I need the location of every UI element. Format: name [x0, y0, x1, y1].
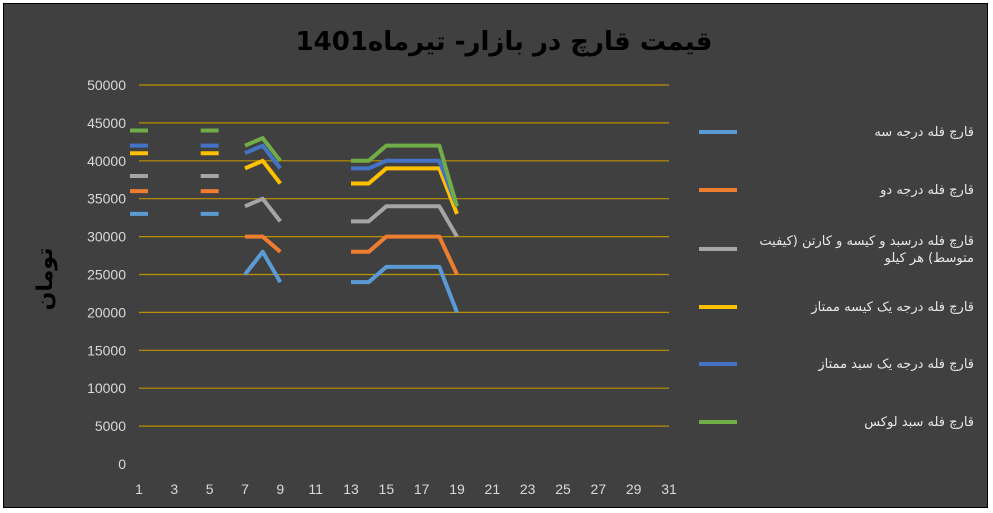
- y-axis-label: تومان: [33, 248, 58, 311]
- x-tick-label: 19: [449, 481, 465, 497]
- series-line: [243, 249, 283, 284]
- series-lines: [130, 128, 459, 314]
- legend-label: قارچ فله درجه یک سبد ممتاز: [817, 357, 974, 372]
- y-tick-label: 15000: [87, 342, 126, 358]
- series-line: [244, 136, 282, 163]
- x-tick-label: 29: [626, 481, 642, 497]
- line-chart: قیمت قارچ در بازار- تیرماه1401 تومان 050…: [33, 27, 974, 497]
- series-1: [130, 211, 459, 314]
- series-2: [130, 189, 459, 276]
- legend-label: قارچ فله درجه سه: [874, 125, 974, 140]
- chart-title: قیمت قارچ در بازار- تیرماه1401: [296, 27, 713, 57]
- x-tick-label: 1: [135, 481, 143, 497]
- series-line: [245, 234, 282, 254]
- x-tick-label: 11: [308, 481, 323, 497]
- series-line: [351, 143, 459, 207]
- series-line: [244, 196, 282, 223]
- x-tick-label: 23: [520, 481, 536, 497]
- series-line: [351, 166, 459, 215]
- legend-label: قارچ فله درجه دو: [879, 183, 974, 198]
- x-tick-label: 9: [276, 481, 284, 497]
- x-tick-label: 31: [661, 481, 677, 497]
- y-tick-label: 50000: [87, 77, 126, 93]
- legend-label: قارچ فله درجه یک کیسه ممتاز: [810, 300, 974, 315]
- series-line: [351, 204, 459, 238]
- x-tick-label: 21: [485, 481, 501, 497]
- x-tick-label: 17: [414, 481, 430, 497]
- x-tick-label: 25: [555, 481, 571, 497]
- legend-label: قارچ فله درسبد و کیسه و کارتن (کیفیت متوس…: [759, 234, 974, 266]
- y-tick-label: 5000: [95, 418, 126, 434]
- x-tick-label: 27: [591, 481, 607, 497]
- series-line: [244, 158, 282, 185]
- y-tick-label: 20000: [87, 304, 126, 320]
- y-tick-label: 25000: [87, 267, 126, 283]
- y-tick-label: 40000: [87, 153, 126, 169]
- y-tick-label: 35000: [87, 191, 126, 207]
- legend-label: قارچ فله سبد لوکس: [864, 415, 974, 430]
- x-tick-label: 13: [343, 481, 359, 497]
- y-axis-ticks: 0 5000 10000 15000 20000 25000 30000 35000 40000…: [87, 77, 126, 472]
- x-tick-label: 7: [241, 481, 249, 497]
- y-tick-label: 30000: [87, 229, 126, 245]
- series-4: [130, 151, 459, 215]
- y-tick-label: 45000: [87, 115, 126, 131]
- series-line: [351, 158, 459, 208]
- series-line: [351, 264, 459, 314]
- grid-lines: [139, 84, 669, 427]
- legend: قارچ فله درجه سه قارچ فله درجه دو قارچ فله…: [699, 125, 974, 430]
- x-tick-label: 3: [170, 481, 178, 497]
- x-axis-ticks: 1 3 5 7 9 11 13 15 17 19 21 23 25 27 29 31: [135, 481, 677, 497]
- series-line: [351, 234, 459, 276]
- y-tick-label: 0: [118, 456, 126, 472]
- chart-area: قیمت قارچ در بازار- تیرماه1401 تومان 0 50…: [3, 3, 988, 508]
- x-tick-label: 15: [379, 481, 395, 497]
- y-tick-label: 10000: [87, 380, 126, 396]
- x-tick-label: 5: [206, 481, 214, 497]
- series-3: [130, 173, 459, 238]
- series-6: [130, 128, 459, 207]
- series-line: [244, 143, 282, 170]
- series-5: [130, 143, 459, 208]
